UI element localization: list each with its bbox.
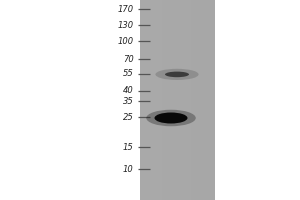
Bar — [140, 0, 214, 200]
Text: 40: 40 — [123, 86, 134, 95]
Text: 170: 170 — [117, 4, 134, 14]
Text: 70: 70 — [123, 54, 134, 64]
Ellipse shape — [146, 110, 196, 126]
Text: 25: 25 — [123, 112, 134, 121]
Ellipse shape — [155, 69, 199, 80]
Text: 15: 15 — [123, 142, 134, 152]
Text: 130: 130 — [117, 21, 134, 29]
Text: 100: 100 — [117, 36, 134, 46]
Text: 35: 35 — [123, 97, 134, 106]
Ellipse shape — [154, 112, 188, 123]
Ellipse shape — [165, 72, 189, 77]
Text: 10: 10 — [123, 164, 134, 173]
Text: 55: 55 — [123, 70, 134, 78]
